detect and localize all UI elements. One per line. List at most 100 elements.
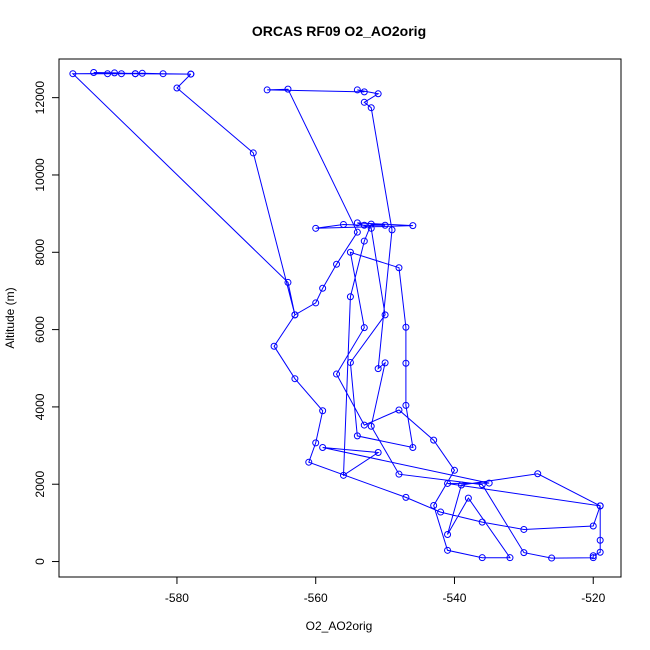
data-point [485,479,493,487]
data-point [409,444,417,451]
data-point [367,422,375,430]
data-point [333,260,341,268]
data-point [333,370,341,378]
data-point [69,70,77,78]
data-point [346,358,354,366]
data-point [353,219,361,227]
data-point [346,248,354,256]
data-point [395,264,403,272]
data-point [291,375,299,383]
data-point [437,508,445,516]
data-point [360,221,368,229]
y-axis: 0 2000 4000 6000 8000 10000 12000 [33,81,59,565]
data-point [388,226,396,234]
data-point [138,69,146,77]
series-group [69,69,604,562]
data-point [312,439,320,447]
data-point [367,224,375,232]
data-point [381,359,389,367]
data-point [353,86,361,94]
data-point [395,406,403,414]
data-point [478,518,486,526]
data-point [173,84,181,92]
data-point [478,554,486,562]
data-point [339,220,347,228]
data-point [312,224,320,232]
y-tick-label: 12000 [33,81,47,115]
data-point [284,85,292,93]
data-point [360,237,368,245]
data-point [360,98,368,106]
data-point [117,70,125,78]
data-point [360,88,368,96]
data-point [589,552,597,560]
data-point [596,502,604,510]
data-point [187,70,195,78]
data-point [360,324,368,332]
data-point [402,401,410,409]
y-tick-label: 4000 [33,393,47,420]
data-point [444,479,452,487]
y-tick-label: 6000 [33,316,47,343]
x-axis: -580 -560 -540 -520 [165,577,606,605]
data-point [409,222,417,230]
data-point [339,471,347,479]
data-point [374,449,382,457]
data-point [270,342,278,350]
data-point [444,530,452,538]
data-point [319,407,327,415]
x-tick-label: -580 [165,591,189,605]
data-point [312,299,320,307]
data-point [263,86,271,94]
x-tick-label: -520 [581,591,605,605]
data-point [104,70,112,78]
data-point [402,493,410,501]
data-point [430,501,438,509]
data-point [589,522,597,530]
data-point [381,221,389,229]
data-point [319,444,327,451]
data-point [360,421,368,429]
data-point [374,90,382,98]
data-point [596,548,604,556]
data-point [367,220,375,228]
plot-frame [58,58,622,578]
data-point [506,554,514,562]
x-tick-label: -540 [442,591,466,605]
data-point [249,149,257,157]
y-tick-label: 2000 [33,471,47,498]
series-line [71,72,601,559]
data-point [284,278,292,286]
y-tick-label: 10000 [33,158,47,192]
data-point [319,284,327,292]
data-point [90,69,98,77]
data-point [395,470,403,478]
data-point [374,365,382,373]
data-point [596,536,604,544]
data-point [548,554,556,562]
data-point [520,549,528,557]
x-tick-label: -560 [304,591,328,605]
data-point [520,525,528,533]
y-tick-label: 0 [33,558,47,565]
data-point [457,481,465,489]
data-point [478,481,486,489]
data-point [589,554,597,562]
data-point [159,70,167,78]
data-point [464,494,472,502]
chart-title: ORCAS RF09 O2_AO2orig [252,23,426,39]
data-point [402,323,410,331]
data-point [291,311,299,319]
x-axis-label: O2_AO2orig [306,619,373,633]
data-point [450,466,458,474]
data-point [402,359,410,367]
data-point [381,311,389,319]
data-point [346,293,354,301]
data-point [534,470,542,478]
data-point [367,104,375,112]
data-point [353,432,361,440]
data-point [131,70,139,78]
data-point [353,228,361,236]
data-point [111,69,119,77]
